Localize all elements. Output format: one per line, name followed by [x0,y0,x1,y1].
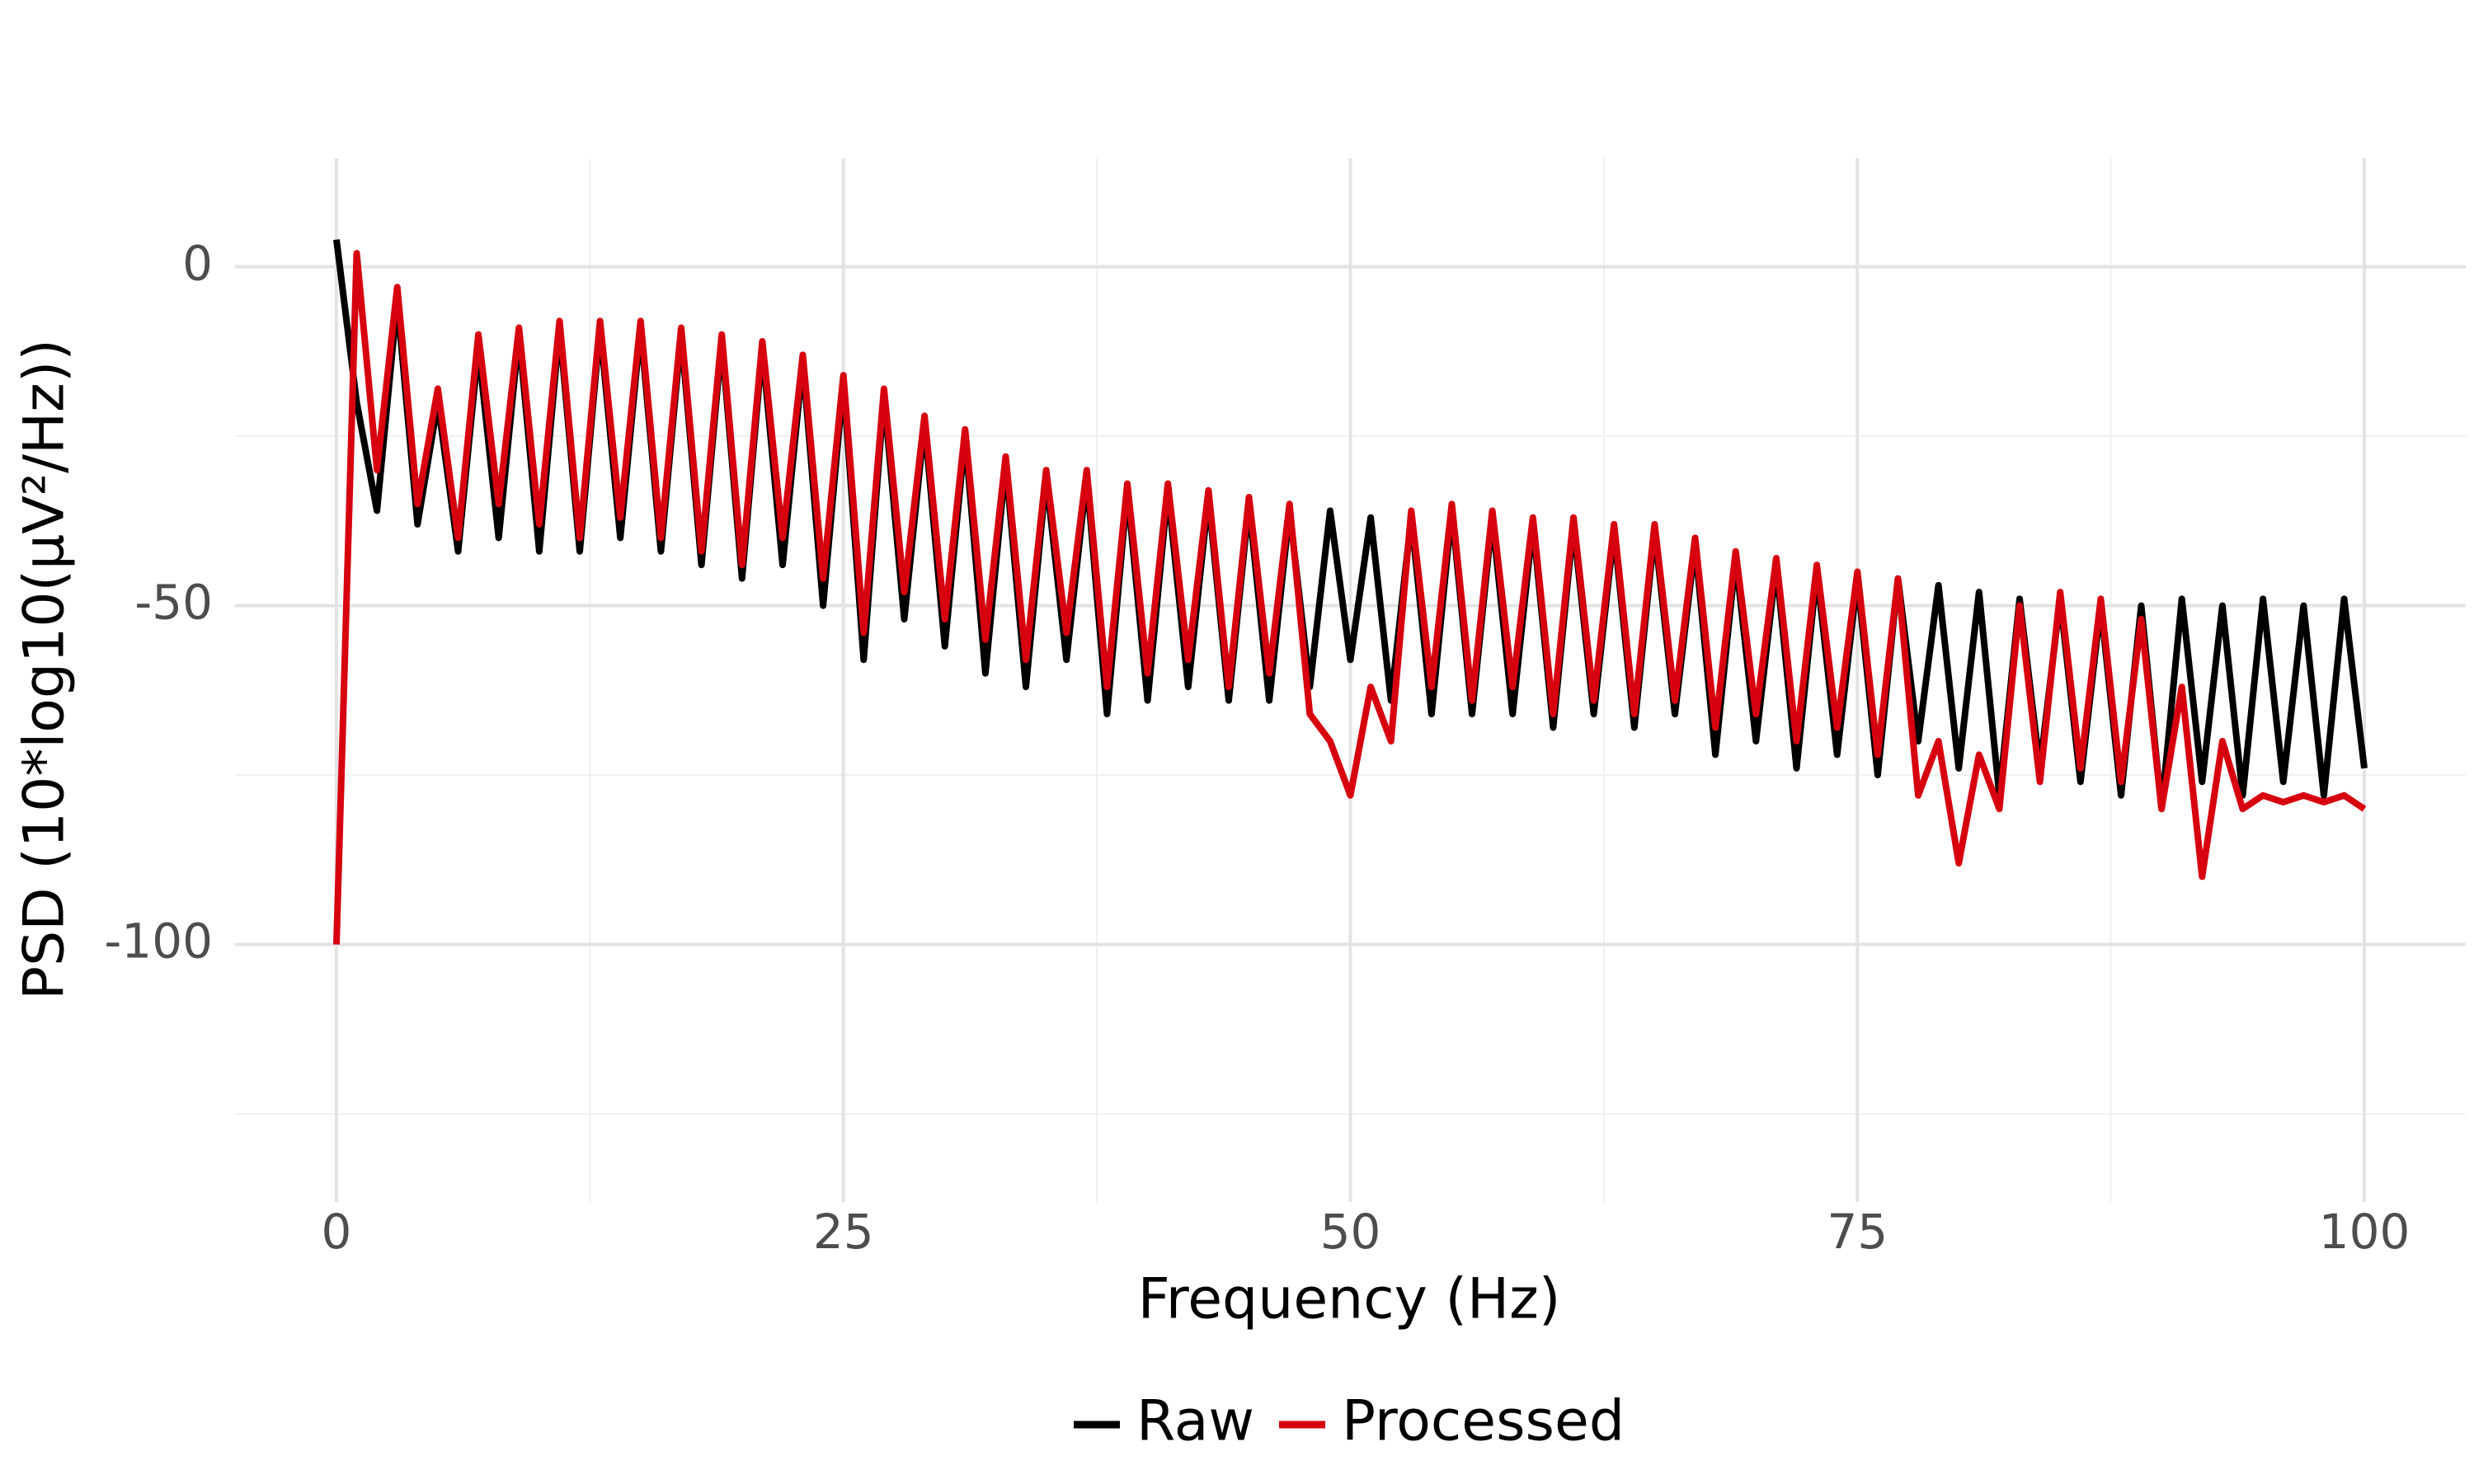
y-tick-label: 0 [182,236,213,292]
x-axis-title: Frequency (Hz) [1138,1267,1561,1332]
y-tick-label: -50 [134,575,213,631]
legend: Raw Processed [1073,1389,1625,1454]
series-line [333,250,2367,945]
legend-label: Processed [1342,1389,1625,1454]
grid [235,158,2466,1202]
x-tick-label: 100 [2319,1204,2411,1260]
x-tick-label: 75 [1827,1204,1888,1260]
axes: 0 25 50 75 100 -100 -50 0 [104,236,2410,1260]
x-tick-label: 0 [322,1204,352,1260]
y-axis-title: PSD (10*log10(µV²/Hz)) [12,339,78,1000]
x-tick-label: 50 [1320,1204,1381,1260]
legend-label: Raw [1136,1389,1254,1454]
x-tick-label: 25 [813,1204,874,1260]
plot-lines [333,239,2368,945]
y-tick-label: -100 [104,913,213,970]
